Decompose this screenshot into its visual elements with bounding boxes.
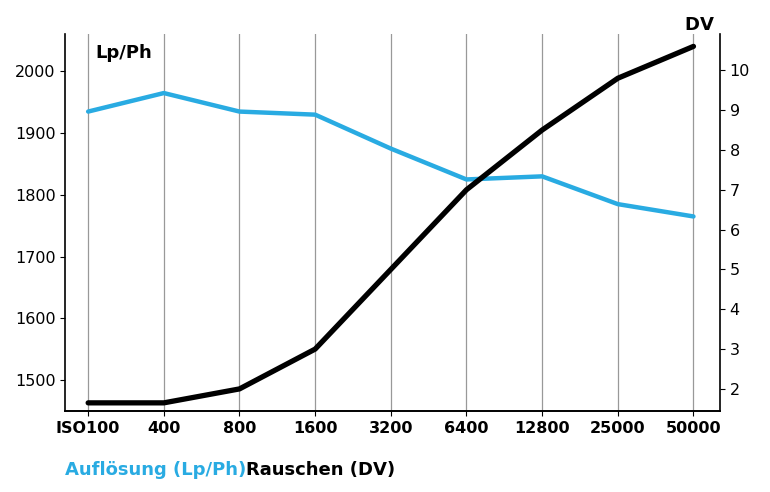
Text: DV: DV — [685, 16, 720, 34]
Text: Rauschen (DV): Rauschen (DV) — [246, 461, 396, 479]
Text: Auflösung (Lp/Ph): Auflösung (Lp/Ph) — [65, 461, 246, 479]
Text: Lp/Ph: Lp/Ph — [95, 44, 152, 62]
